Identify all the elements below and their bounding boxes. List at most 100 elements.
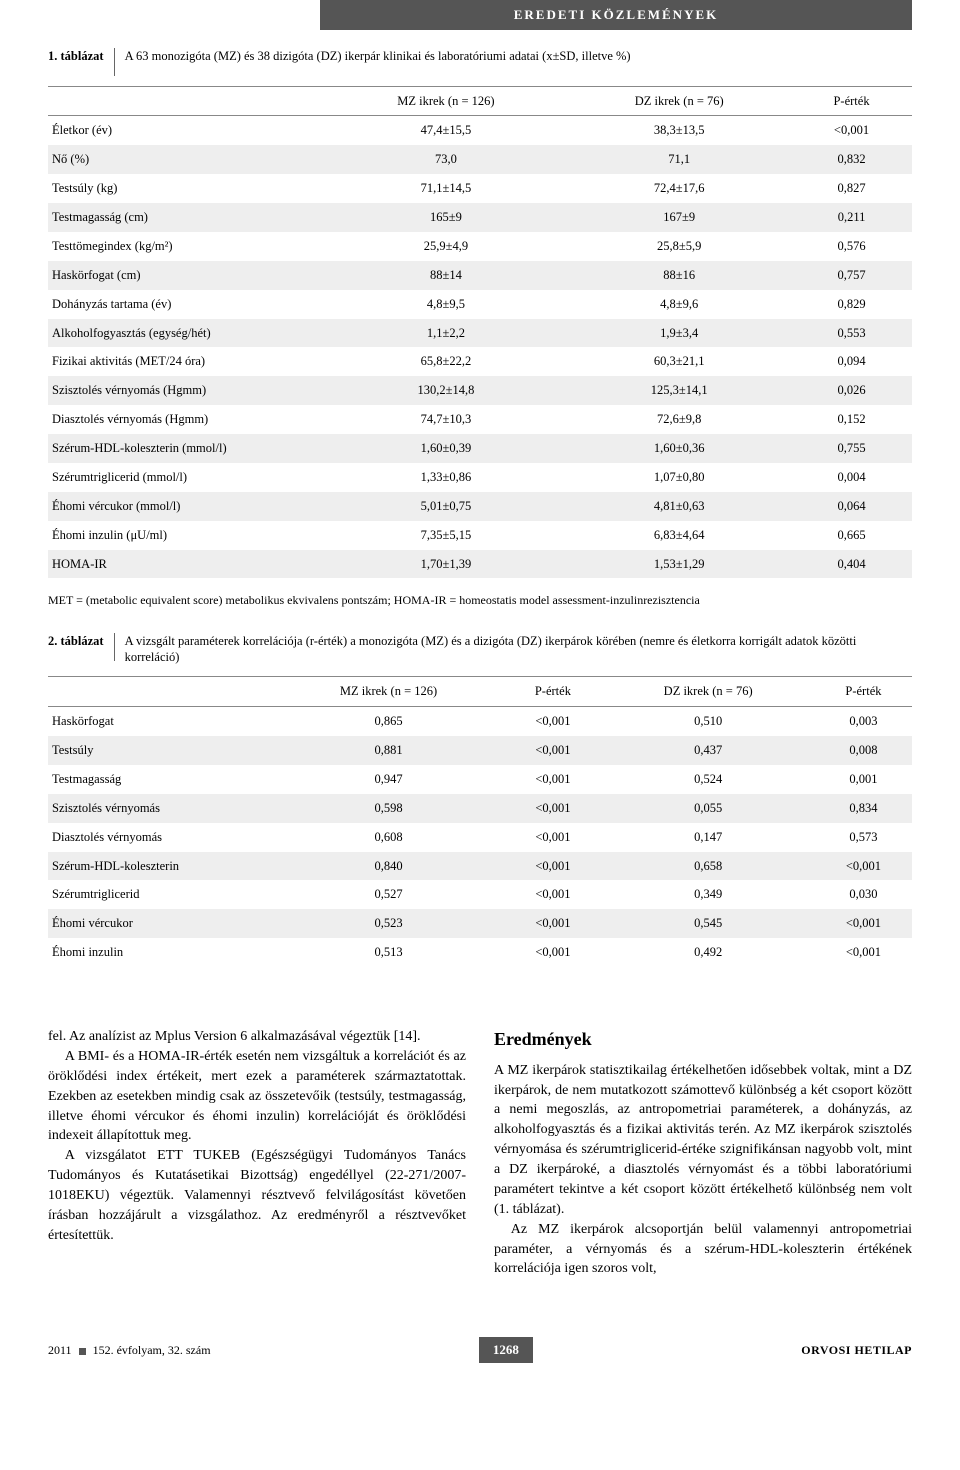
table-cell: 25,8±5,9 — [567, 232, 791, 261]
table-cell: <0,001 — [504, 794, 601, 823]
table-cell: <0,001 — [815, 852, 912, 881]
table-cell: 0,055 — [601, 794, 814, 823]
body-left-p1: fel. Az analízist az Mplus Version 6 alk… — [48, 1027, 466, 1047]
table-cell: Szérum-HDL-koleszterin (mmol/l) — [48, 434, 324, 463]
table-cell: 0,524 — [601, 765, 814, 794]
table-row: Szérum-HDL-koleszterin (mmol/l)1,60±0,39… — [48, 434, 912, 463]
table-cell: 0,573 — [815, 823, 912, 852]
table-row: HOMA-IR1,70±1,391,53±1,290,404 — [48, 550, 912, 579]
table-cell: Szisztolés vérnyomás — [48, 794, 273, 823]
table-row: Dohányzás tartama (év)4,8±9,54,8±9,60,82… — [48, 290, 912, 319]
table-cell: Szisztolés vérnyomás (Hgmm) — [48, 376, 324, 405]
table-cell: 25,9±4,9 — [324, 232, 567, 261]
table-cell: 4,81±0,63 — [567, 492, 791, 521]
table-cell: 0,510 — [601, 707, 814, 736]
table-cell: 1,9±3,4 — [567, 319, 791, 348]
table-cell: 167±9 — [567, 203, 791, 232]
table-cell: 1,60±0,39 — [324, 434, 567, 463]
table-cell: <0,001 — [504, 909, 601, 938]
table-row: Testtömegindex (kg/m²)25,9±4,925,8±5,90,… — [48, 232, 912, 261]
table-row: Diasztolés vérnyomás0,608<0,0010,1470,57… — [48, 823, 912, 852]
table-cell: 65,8±22,2 — [324, 347, 567, 376]
footer-page-number: 1268 — [479, 1337, 533, 1363]
table-cell: 0,576 — [791, 232, 912, 261]
table-row: Szérumtriglicerid (mmol/l)1,33±0,861,07±… — [48, 463, 912, 492]
table-row: Nő (%)73,071,10,832 — [48, 145, 912, 174]
table-cell: <0,001 — [815, 909, 912, 938]
table-cell: 0,152 — [791, 405, 912, 434]
table-cell: 74,7±10,3 — [324, 405, 567, 434]
table2-header-row: MZ ikrek (n = 126) P-érték DZ ikrek (n =… — [48, 677, 912, 707]
table-cell: Testmagasság — [48, 765, 273, 794]
table-cell: 0,003 — [815, 707, 912, 736]
table-cell: 0,832 — [791, 145, 912, 174]
table-cell: 47,4±15,5 — [324, 116, 567, 145]
table-row: Haskörfogat0,865<0,0010,5100,003 — [48, 707, 912, 736]
section-banner: EREDETI KÖZLEMÉNYEK — [320, 0, 912, 30]
table-cell: 0,492 — [601, 938, 814, 967]
table-cell: 0,608 — [273, 823, 505, 852]
table-cell: 130,2±14,8 — [324, 376, 567, 405]
table2-h3: DZ ikrek (n = 76) — [601, 677, 814, 707]
table-row: Életkor (év)47,4±15,538,3±13,5<0,001 — [48, 116, 912, 145]
left-column: fel. Az analízist az Mplus Version 6 alk… — [48, 1027, 466, 1279]
table-row: Testmagasság (cm)165±9167±90,211 — [48, 203, 912, 232]
table-cell: 0,211 — [791, 203, 912, 232]
table1-h1: MZ ikrek (n = 126) — [324, 86, 567, 116]
right-column: Eredmények A MZ ikerpárok statisztikaila… — [494, 1027, 912, 1279]
table-cell: 0,545 — [601, 909, 814, 938]
table-cell: 0,829 — [791, 290, 912, 319]
table-cell: Nő (%) — [48, 145, 324, 174]
table2-caption: 2. táblázat A vizsgált paraméterek korre… — [48, 633, 912, 667]
table-cell: 1,60±0,36 — [567, 434, 791, 463]
table-cell: 4,8±9,6 — [567, 290, 791, 319]
table-row: Éhomi vércukor0,523<0,0010,545<0,001 — [48, 909, 912, 938]
body-left-p3: A vizsgálatot ETT TUKEB (Egészségügyi Tu… — [48, 1146, 466, 1245]
table-cell: 71,1±14,5 — [324, 174, 567, 203]
table-cell: 0,757 — [791, 261, 912, 290]
table-row: Szisztolés vérnyomás (Hgmm)130,2±14,8125… — [48, 376, 912, 405]
table-cell: 0,834 — [815, 794, 912, 823]
table-cell: <0,001 — [504, 765, 601, 794]
table-cell: <0,001 — [504, 736, 601, 765]
table2-desc: A vizsgált paraméterek korrelációja (r-é… — [125, 633, 912, 667]
table-cell: 88±14 — [324, 261, 567, 290]
table-cell: 0,030 — [815, 880, 912, 909]
table-cell: 125,3±14,1 — [567, 376, 791, 405]
table-row: Éhomi inzulin (μU/ml)7,35±5,156,83±4,640… — [48, 521, 912, 550]
page-content: 1. táblázat A 63 monozigóta (MZ) és 38 d… — [0, 48, 960, 1328]
table-cell: 0,147 — [601, 823, 814, 852]
table1-caption: 1. táblázat A 63 monozigóta (MZ) és 38 d… — [48, 48, 912, 76]
table-cell: 0,665 — [791, 521, 912, 550]
table2-h2: P-érték — [504, 677, 601, 707]
table-cell: 6,83±4,64 — [567, 521, 791, 550]
results-heading: Eredmények — [494, 1027, 912, 1053]
table-cell: Diasztolés vérnyomás — [48, 823, 273, 852]
table2-lead: 2. táblázat — [48, 633, 104, 650]
table-row: Fizikai aktivitás (MET/24 óra)65,8±22,26… — [48, 347, 912, 376]
table-cell: Haskörfogat — [48, 707, 273, 736]
table-cell: Éhomi inzulin — [48, 938, 273, 967]
caption-separator — [114, 633, 115, 661]
table-cell: 0,658 — [601, 852, 814, 881]
table-cell: Alkoholfogyasztás (egység/hét) — [48, 319, 324, 348]
table-row: Szérum-HDL-koleszterin0,840<0,0010,658<0… — [48, 852, 912, 881]
table-cell: 0,349 — [601, 880, 814, 909]
table1-header-row: MZ ikrek (n = 126) DZ ikrek (n = 76) P-é… — [48, 86, 912, 116]
table-cell: 0,008 — [815, 736, 912, 765]
table-row: Éhomi vércukor (mmol/l)5,01±0,754,81±0,6… — [48, 492, 912, 521]
table-cell: <0,001 — [504, 707, 601, 736]
table-cell: 0,094 — [791, 347, 912, 376]
table-cell: 1,53±1,29 — [567, 550, 791, 579]
table-cell: 0,840 — [273, 852, 505, 881]
table-cell: 1,33±0,86 — [324, 463, 567, 492]
table-cell: 165±9 — [324, 203, 567, 232]
table-row: Testsúly0,881<0,0010,4370,008 — [48, 736, 912, 765]
table1-lead: 1. táblázat — [48, 48, 104, 65]
table-cell: Fizikai aktivitás (MET/24 óra) — [48, 347, 324, 376]
table-cell: 0,553 — [791, 319, 912, 348]
footer-square-icon — [79, 1348, 86, 1355]
table1-desc: A 63 monozigóta (MZ) és 38 dizigóta (DZ)… — [125, 48, 912, 65]
table-cell: 0,523 — [273, 909, 505, 938]
footer-year: 2011 — [48, 1343, 72, 1357]
